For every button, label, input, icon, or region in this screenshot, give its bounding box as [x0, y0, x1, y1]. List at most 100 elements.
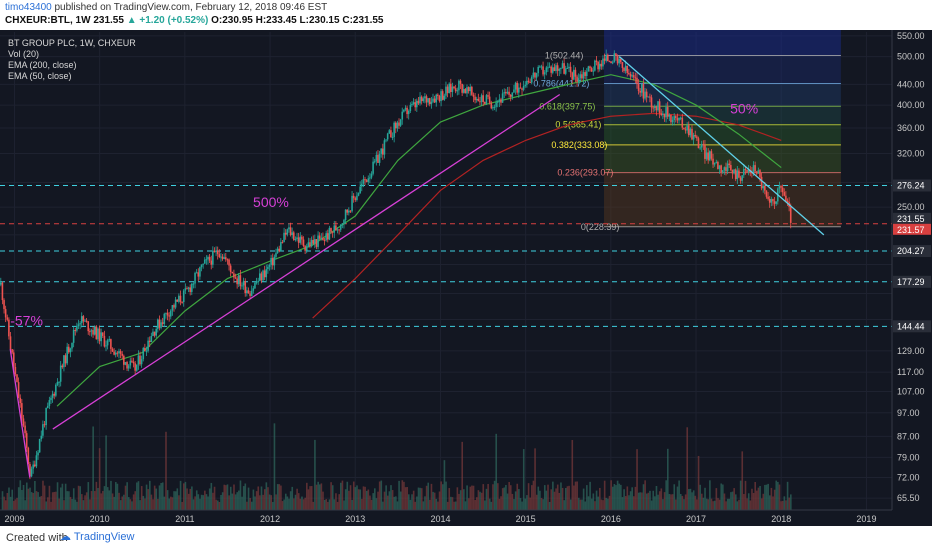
volume-bar	[626, 486, 629, 510]
candle-body	[752, 165, 755, 173]
volume-bar	[548, 501, 551, 510]
volume-bar	[443, 460, 446, 510]
candle-body	[307, 242, 310, 247]
volume-bar	[281, 501, 284, 510]
volume-bar	[58, 498, 60, 510]
volume-bar	[474, 499, 476, 510]
volume-bar	[459, 490, 462, 510]
level-tag-bg-2	[893, 275, 931, 288]
quote-line: CHXEUR:BTL, 1W 231.55 ▲ +1.20 (+0.52%) O…	[5, 15, 383, 26]
cloud-icon: ☁	[60, 531, 71, 543]
volume-bar	[767, 483, 769, 510]
red-price-tag-bg	[893, 223, 931, 235]
candle-body	[304, 246, 306, 251]
candle-body	[186, 288, 188, 290]
candle-body	[42, 424, 44, 436]
volume-bar	[599, 487, 601, 510]
volume-bar	[741, 451, 744, 510]
volume-bar	[297, 493, 300, 510]
x-tick-label-10: 2019	[856, 514, 876, 524]
candle-body	[419, 96, 421, 104]
candle-body	[25, 433, 28, 448]
candle-body	[66, 346, 68, 364]
volume-bar	[534, 448, 536, 510]
volume-bar	[678, 480, 680, 510]
volume-bar	[272, 501, 274, 510]
volume-bar	[11, 489, 14, 510]
volume-bar	[692, 490, 695, 510]
volume-bar	[569, 499, 572, 510]
candle-body	[474, 96, 476, 101]
candle-body	[292, 232, 295, 240]
volume-bar	[621, 497, 624, 510]
volume-bar	[666, 448, 669, 510]
volume-bar	[605, 497, 608, 510]
candle-body	[218, 254, 221, 257]
candle-body	[383, 140, 386, 155]
candle-body	[250, 290, 253, 296]
volume-bar	[506, 493, 509, 510]
volume-bar	[273, 423, 276, 510]
volume-bar	[433, 492, 436, 510]
volume-bar	[700, 493, 703, 510]
fib-zone-0.5	[604, 124, 841, 145]
volume-bar	[759, 485, 761, 510]
candle-body	[150, 336, 153, 343]
candle-body	[362, 179, 365, 184]
candle-body	[318, 235, 321, 239]
volume-bar	[498, 498, 501, 510]
author-link[interactable]: timo43400	[5, 2, 52, 13]
tradingview-logo[interactable]: ☁ TradingView	[60, 530, 134, 543]
legend-ema200[interactable]: EMA (200, close)	[8, 60, 77, 70]
volume-bar	[566, 486, 569, 510]
volume-bar	[416, 496, 418, 510]
volume-bar	[244, 483, 247, 510]
candle-body	[19, 397, 22, 404]
chart-area[interactable]: 1(502.44) 0.786(441.72) 0.618(397.75) 0.5(3…	[0, 30, 932, 526]
legend-ema50[interactable]: EMA (50, close)	[8, 71, 72, 81]
volume-bar	[63, 500, 65, 510]
candle-body	[208, 257, 211, 261]
volume-bar	[145, 484, 148, 510]
volume-bar	[558, 492, 561, 510]
volume-bar	[743, 494, 745, 510]
candle-body	[246, 290, 248, 294]
candle-body	[409, 105, 412, 111]
candle-body	[767, 196, 769, 199]
volume-bar	[785, 500, 787, 510]
candle-body	[605, 54, 608, 61]
red-price-tag: 231.57	[897, 225, 925, 235]
candle-body	[200, 264, 203, 268]
candle-body	[147, 340, 149, 351]
volume-bar	[111, 493, 114, 510]
y-tick-label-1: 500.00	[897, 52, 925, 62]
volume-bar	[516, 483, 519, 510]
candle-body	[707, 152, 709, 161]
volume-bar	[676, 486, 679, 510]
candle-body	[77, 324, 80, 327]
candle-body	[234, 277, 237, 279]
price-chart[interactable]: 1(502.44) 0.786(441.72) 0.618(397.75) 0.5(3…	[0, 30, 932, 526]
volume-bar	[480, 492, 483, 510]
candle-body	[401, 111, 404, 120]
volume-bar	[675, 499, 677, 510]
volume-bar	[137, 481, 140, 510]
candle-body	[574, 69, 577, 77]
volume-bar	[254, 496, 256, 510]
legend-vol[interactable]: Vol (20)	[8, 49, 40, 59]
candle-body	[98, 328, 101, 342]
candle-body	[495, 102, 497, 107]
candle-body	[686, 125, 688, 131]
volume-bar	[382, 501, 384, 510]
candle-body	[498, 99, 501, 102]
candle-body	[697, 138, 700, 149]
candle-body	[244, 280, 247, 294]
candle-body	[294, 238, 297, 240]
candle-body	[485, 95, 488, 104]
candle-body	[548, 66, 551, 68]
candle-body	[100, 332, 102, 342]
candle-body	[202, 263, 204, 265]
volume-bar	[531, 485, 533, 510]
candle-body	[144, 347, 146, 352]
candle-body	[391, 136, 394, 138]
